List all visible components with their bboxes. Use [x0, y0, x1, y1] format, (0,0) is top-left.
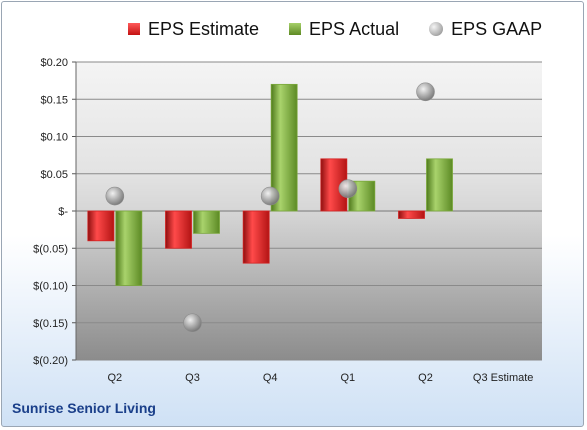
bar-series	[87, 83, 453, 286]
legend-label-actual: EPS Actual	[309, 18, 400, 39]
gaap-point	[416, 82, 435, 102]
gaap-point	[338, 179, 358, 198]
x-tick-label: Q4	[263, 372, 278, 384]
x-tick-label: Q1	[340, 372, 355, 384]
legend-swatch-actual	[289, 23, 302, 35]
gaap-point	[183, 313, 202, 333]
x-tick-label: Q3	[185, 372, 200, 384]
chart-legend: EPS Estimate EPS Actual EPS GAAP	[128, 16, 542, 42]
estimate-bar	[242, 210, 270, 264]
estimate-bar	[398, 210, 425, 219]
legend-label-estimate: EPS Estimate	[148, 18, 260, 39]
legend-swatch-estimate	[128, 23, 140, 35]
estimate-bar	[165, 210, 192, 249]
legend-item-estimate: EPS Estimate	[128, 19, 259, 40]
y-axis: $0.20 $0.15 $0.10 $0.05 $- $(0.05) $(0.10) $(0.…	[33, 57, 77, 367]
actual-bar	[426, 158, 453, 212]
x-tick-label: Q3 Estimate	[473, 372, 534, 384]
y-tick-label: $(0.05)	[33, 243, 68, 255]
legend-swatch-gaap	[429, 22, 444, 36]
y-tick-label: $(0.10)	[33, 281, 68, 293]
legend-label-gaap: EPS GAAP	[451, 18, 543, 39]
x-tick-label: Q2	[418, 372, 433, 384]
y-tick-label: $0.05	[40, 169, 68, 181]
y-tick-label: $0.15	[40, 94, 68, 106]
gaap-points	[105, 82, 435, 333]
actual-bar	[115, 210, 143, 286]
y-tick-label: $(0.20)	[33, 355, 68, 367]
x-tick-label: Q2	[107, 372, 122, 384]
estimate-bar	[87, 210, 115, 242]
legend-item-gaap: EPS GAAP	[429, 19, 542, 40]
y-tick-label: $0.20	[40, 57, 68, 69]
legend-item-actual: EPS Actual	[289, 19, 399, 40]
gaap-point	[260, 186, 280, 206]
x-axis: Q2 Q3 Q4 Q1 Q2 Q3 Estimate	[107, 372, 533, 384]
grid-lines	[76, 61, 542, 361]
y-tick-label: $(0.15)	[33, 318, 68, 330]
actual-bar	[193, 210, 220, 234]
gaap-point	[105, 186, 125, 206]
y-tick-label: $-	[58, 206, 68, 218]
company-name: Sunrise Senior Living	[12, 400, 156, 416]
y-tick-label: $0.10	[40, 132, 68, 144]
